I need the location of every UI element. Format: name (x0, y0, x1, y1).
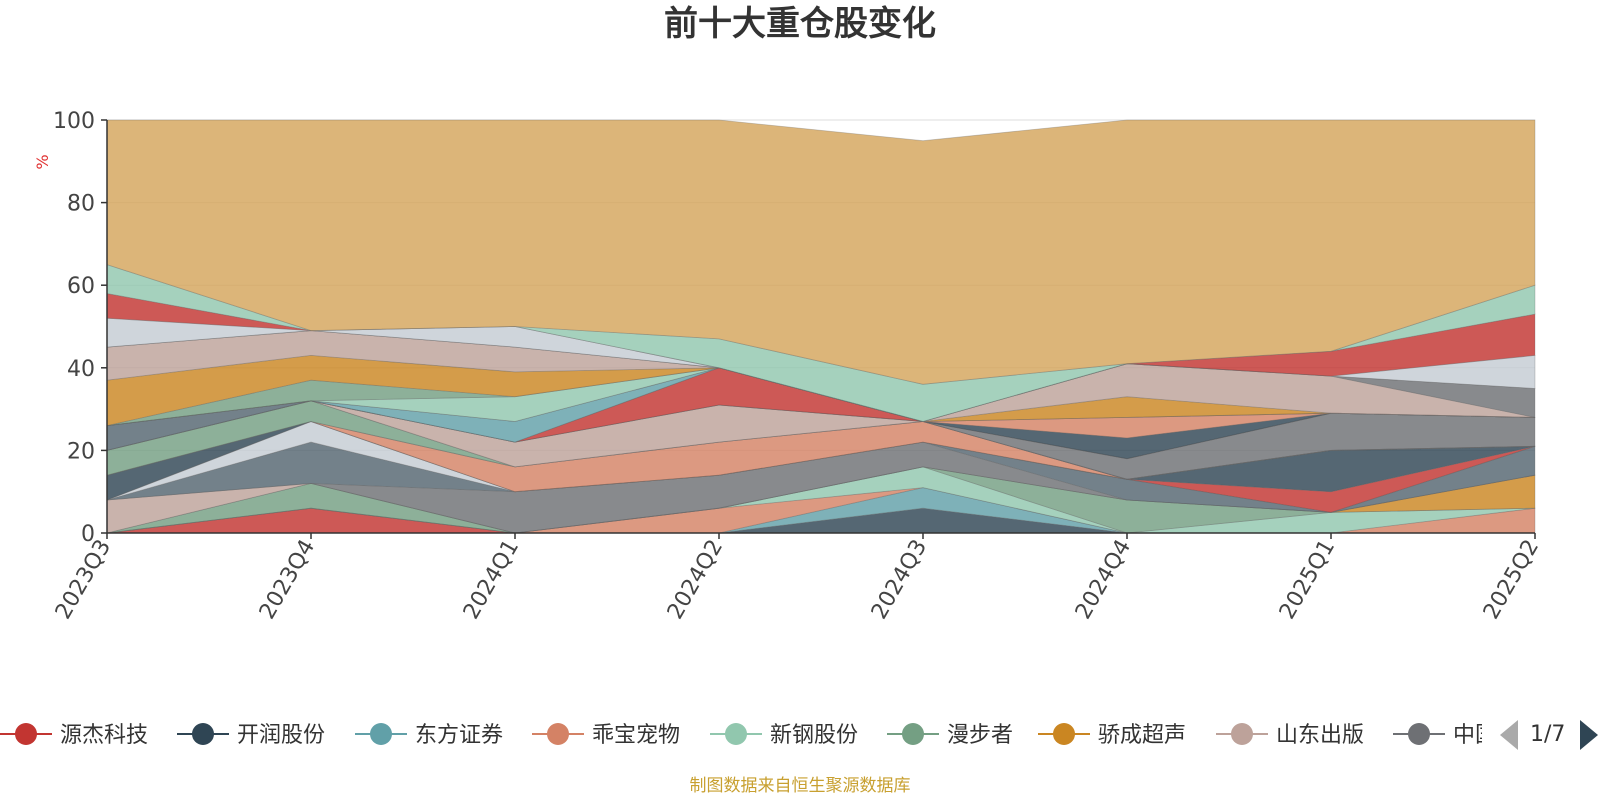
y-tick-label-40: 40 (67, 357, 95, 382)
legend-label-6: 骄成超声 (1098, 723, 1186, 748)
legend-item-4[interactable]: 新钢股份 (710, 723, 858, 748)
legend-label-1: 开润股份 (237, 723, 325, 748)
x-tick-label-5: 2024Q4 (1071, 536, 1136, 624)
legend-item-3[interactable]: 乖宝宠物 (532, 723, 680, 748)
legend-pager: 1/7 (1500, 720, 1598, 750)
legend-marker-5 (902, 723, 924, 745)
y-tick-label-60: 60 (67, 274, 95, 299)
legend-item-2[interactable]: 东方证券 (355, 723, 503, 748)
legend-marker-2 (370, 723, 392, 745)
legend-item-6[interactable]: 骄成超声 (1038, 723, 1186, 748)
legend-label-5: 漫步者 (947, 723, 1013, 748)
series-areas (106, 119, 1536, 534)
legend: 源杰科技 开润股份 东方证券 乖宝宠物 新钢股份 漫步者 骄成超声 山东出版 中国平安 (0, 723, 1541, 748)
legend-marker-1 (192, 723, 214, 745)
x-tick-label-0: 2023Q3 (51, 536, 116, 624)
x-tick-label-4: 2024Q3 (867, 536, 932, 624)
y-tick-label-80: 80 (67, 192, 95, 217)
legend-label-3: 乖宝宠物 (592, 723, 680, 748)
legend-item-7[interactable]: 山东出版 (1216, 723, 1364, 748)
legend-next-icon[interactable] (1580, 720, 1598, 750)
legend-item-1[interactable]: 开润股份 (177, 723, 325, 748)
x-tick-label-6: 2025Q1 (1275, 536, 1340, 624)
y-tick-label-20: 20 (67, 439, 95, 464)
legend-marker-6 (1053, 723, 1075, 745)
legend-label-8: 中国平安 (1453, 723, 1541, 748)
legend-prev-icon[interactable] (1500, 720, 1518, 750)
legend-marker-3 (547, 723, 569, 745)
legend-page-indicator: 1/7 (1530, 722, 1565, 747)
y-tick-label-0: 0 (81, 522, 95, 547)
legend-label-7: 山东出版 (1276, 723, 1364, 748)
legend-item-0[interactable]: 源杰科技 (0, 723, 148, 748)
legend-item-5[interactable]: 漫步者 (887, 723, 1013, 748)
area-series-29 (106, 330, 1536, 422)
legend-label-2: 东方证券 (415, 723, 503, 748)
legend-marker-7 (1231, 723, 1253, 745)
chart-title: 前十大重仓股变化 (664, 4, 936, 44)
legend-item-8[interactable]: 中国平安 (1393, 723, 1541, 748)
legend-marker-8 (1408, 723, 1430, 745)
legend-label-0: 源杰科技 (60, 723, 148, 748)
y-axis-label: % (33, 154, 52, 169)
y-tick-label-100: 100 (53, 109, 95, 134)
legend-label-4: 新钢股份 (770, 723, 858, 748)
legend-marker-0 (15, 723, 37, 745)
x-tick-label-2: 2024Q1 (459, 536, 524, 624)
area-series-35 (106, 119, 1536, 385)
x-tick-label-3: 2024Q2 (663, 536, 728, 624)
data-source-note: 制图数据来自恒生聚源数据库 (690, 776, 911, 796)
legend-marker-4 (725, 723, 747, 745)
x-tick-label-7: 2025Q2 (1479, 536, 1544, 624)
x-tick-label-1: 2023Q4 (255, 536, 320, 624)
area-series-30 (106, 330, 1536, 422)
legend-items: 源杰科技 开润股份 东方证券 乖宝宠物 新钢股份 漫步者 骄成超声 山东出版 中国平安 (0, 723, 1541, 748)
